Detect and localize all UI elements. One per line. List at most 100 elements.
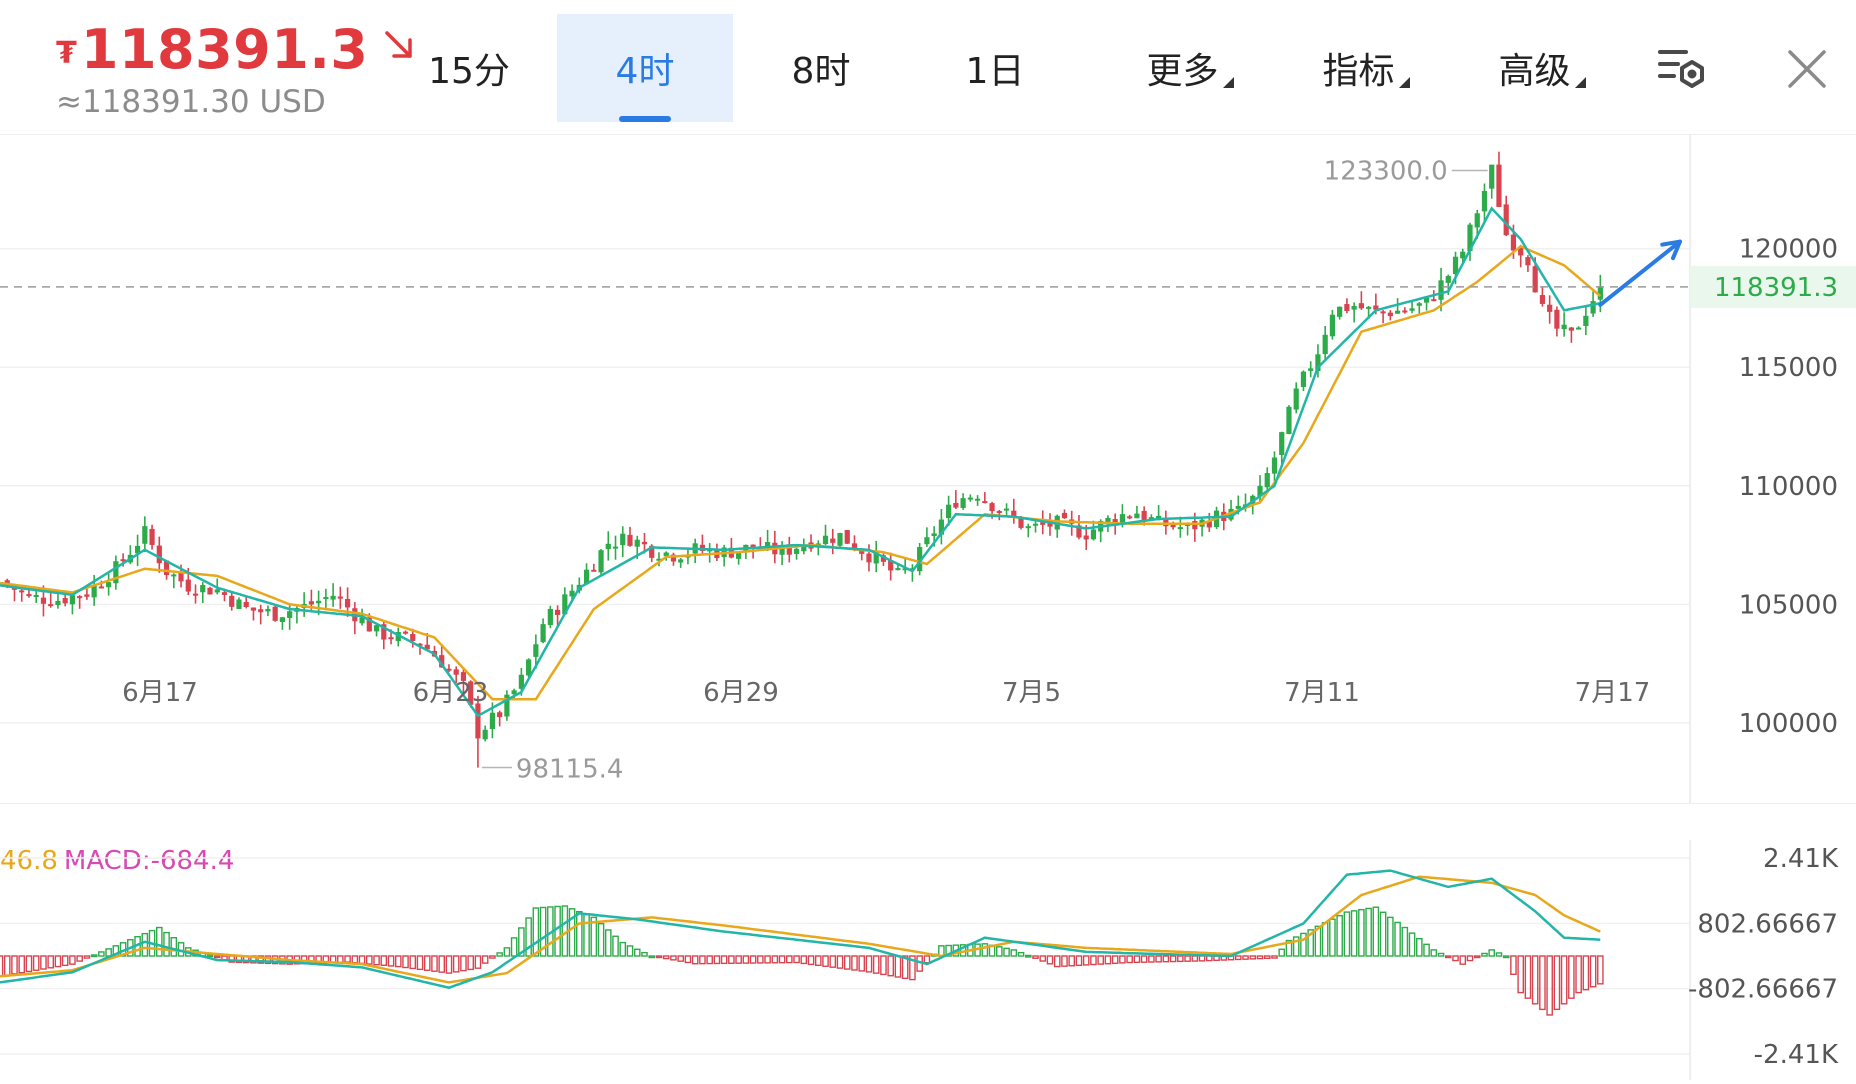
candle-body xyxy=(1235,505,1241,509)
macd-bar xyxy=(47,955,54,969)
candle-body xyxy=(634,539,640,547)
macd-bar xyxy=(11,955,18,975)
tab-advanced-dropdown[interactable]: 高级 xyxy=(1472,14,1612,122)
macd-bar xyxy=(1444,955,1452,959)
candle-body xyxy=(1011,510,1017,517)
candle-body xyxy=(504,694,510,717)
macd-bar xyxy=(394,955,402,968)
macd-bar xyxy=(510,937,518,957)
macd-bar xyxy=(481,955,489,964)
chart-header: ₮ 118391.3 ≈118391.30 USD 15分 4时 8时 1日 更… xyxy=(0,0,1856,135)
macd-y-tick-label: 2.41K xyxy=(1763,844,1839,874)
candle-body xyxy=(649,545,655,558)
candle-body xyxy=(627,534,633,546)
macd-bar xyxy=(1075,955,1083,967)
candle-body xyxy=(1590,301,1596,314)
macd-bar xyxy=(503,947,511,957)
macd-bar xyxy=(597,922,605,957)
macd-bar xyxy=(1104,955,1112,965)
price-chart[interactable]: 118391.3 120000 115000 110000 105000 100000 … xyxy=(0,134,1856,805)
candle-body xyxy=(1076,525,1082,538)
candle-body xyxy=(888,560,894,571)
macd-bar xyxy=(851,955,858,971)
candle-body xyxy=(844,530,850,544)
candle-body xyxy=(1539,295,1546,304)
close-icon[interactable] xyxy=(1782,44,1834,94)
candle-body xyxy=(1127,516,1133,519)
candle-body xyxy=(620,533,626,546)
candle-body xyxy=(591,569,597,572)
macd-bar xyxy=(894,955,902,978)
candle-body xyxy=(149,528,155,545)
macd-bar xyxy=(402,955,409,969)
candle-body xyxy=(946,504,952,519)
macd-bar xyxy=(1510,955,1517,975)
macd-bar xyxy=(206,954,214,958)
candle-body xyxy=(48,604,54,607)
macd-bar xyxy=(438,955,446,973)
tab-4h[interactable]: 4时 xyxy=(557,14,733,122)
macd-bar xyxy=(1546,955,1553,1016)
candle-body xyxy=(142,526,148,544)
macd-bar xyxy=(981,943,989,957)
macd-bar xyxy=(1307,929,1314,957)
candle-body xyxy=(395,632,401,642)
tab-indicators-dropdown[interactable]: 指标 xyxy=(1296,14,1436,122)
macd-chart[interactable]: 2.41K 802.66667 -802.66667 -2.41K xyxy=(0,840,1856,1080)
macd-bar xyxy=(858,955,866,972)
macd-bar xyxy=(945,944,952,957)
macd-bar xyxy=(1488,949,1496,957)
macd-bar xyxy=(467,955,474,971)
candle-body xyxy=(1380,311,1386,314)
macd-y-tick-label: 802.66667 xyxy=(1697,909,1838,939)
tab-8h[interactable]: 8时 xyxy=(791,51,851,92)
candle-body xyxy=(1192,520,1198,530)
candle-body xyxy=(1503,204,1509,236)
macd-bar xyxy=(3,955,11,976)
macd-bar xyxy=(518,927,525,957)
candle-body xyxy=(316,600,322,604)
candle-body xyxy=(1148,517,1154,520)
candle-body xyxy=(1518,247,1524,256)
candle-body xyxy=(62,598,68,604)
candle-body xyxy=(1047,522,1053,527)
candle-body xyxy=(866,553,872,563)
macd-bar xyxy=(836,955,844,969)
candle-body xyxy=(1322,334,1328,355)
candle-body xyxy=(446,668,452,671)
macd-bar xyxy=(1300,932,1307,957)
tab-1d[interactable]: 1日 xyxy=(965,51,1025,92)
macd-bar xyxy=(1126,955,1133,964)
candle-body xyxy=(982,501,988,504)
y-tick-label: 110000 xyxy=(1739,472,1838,502)
tab-more-dropdown[interactable]: 更多 xyxy=(1120,14,1260,122)
candle-body xyxy=(381,624,387,640)
macd-bar xyxy=(539,906,547,957)
macd-bar xyxy=(1053,955,1061,968)
candle-body xyxy=(1264,473,1270,488)
candle-body xyxy=(98,586,104,589)
macd-bar xyxy=(489,955,496,959)
candle-body xyxy=(221,592,228,595)
macd-bar xyxy=(1133,955,1141,964)
macd-bar xyxy=(1466,955,1474,962)
candle-body xyxy=(779,546,785,555)
candle-body xyxy=(1402,310,1408,313)
macd-bar xyxy=(662,955,670,960)
tab-15min[interactable]: 15分 xyxy=(428,51,510,92)
candle-body xyxy=(1576,327,1582,330)
candle-body xyxy=(1279,432,1285,455)
candle-body xyxy=(106,582,112,588)
candle-body xyxy=(243,601,249,608)
y-tick-label: 120000 xyxy=(1739,235,1838,265)
candle-body xyxy=(736,551,742,559)
candle-body xyxy=(1061,512,1068,519)
chart-settings-icon[interactable] xyxy=(1656,44,1708,94)
candle-body xyxy=(84,594,90,597)
candle-body xyxy=(924,537,930,545)
macd-bar xyxy=(1321,922,1329,957)
candle-body xyxy=(417,643,423,646)
candle-body xyxy=(460,672,467,681)
macd-bar xyxy=(1437,952,1445,957)
candle-body xyxy=(540,624,546,643)
